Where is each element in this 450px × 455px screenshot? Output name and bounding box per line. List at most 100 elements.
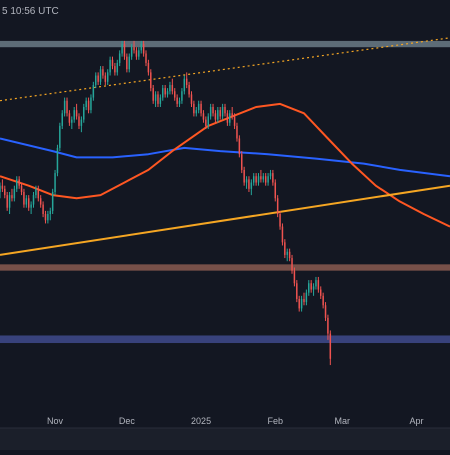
candle: [296, 280, 298, 303]
candle: [6, 191, 8, 211]
candle: [111, 56, 114, 70]
candle: [288, 248, 291, 262]
candle-body: [135, 50, 138, 57]
candle: [145, 50, 147, 67]
candle-body: [94, 75, 97, 85]
candle: [25, 195, 28, 208]
candle: [264, 173, 267, 186]
candle-body: [171, 84, 174, 92]
candle-body: [85, 100, 87, 107]
candle: [178, 97, 181, 107]
candle: [159, 94, 162, 107]
candle-body: [32, 195, 35, 205]
candle-body: [83, 107, 85, 120]
candle-body: [39, 198, 42, 205]
candle-body: [243, 169, 245, 183]
candle-body: [104, 75, 107, 82]
candle: [133, 40, 135, 54]
candle-body: [16, 179, 18, 189]
candle-body: [6, 195, 8, 208]
candle-body: [310, 283, 312, 290]
candle-body: [312, 286, 315, 290]
candle: [32, 191, 35, 208]
candle-body: [0, 185, 1, 192]
x-tick-label: Nov: [47, 416, 64, 426]
candle: [286, 248, 288, 262]
candle: [241, 151, 243, 174]
x-tick-label: Feb: [268, 416, 284, 426]
candle-body: [23, 191, 25, 205]
candle-body: [142, 44, 145, 54]
candle-body: [13, 188, 16, 199]
candle: [49, 207, 52, 221]
candle-body: [183, 78, 186, 92]
candle: [173, 88, 176, 101]
candle-body: [150, 72, 152, 89]
candle-body: [44, 214, 47, 221]
candle: [59, 122, 61, 152]
candle: [16, 176, 18, 192]
candle-body: [205, 119, 207, 126]
candle: [147, 59, 150, 76]
candle-body: [140, 44, 142, 51]
candle-body: [202, 113, 205, 120]
candle-body: [255, 176, 257, 183]
candle-body: [56, 147, 59, 174]
candle-body: [147, 62, 150, 73]
candle-body: [217, 110, 219, 120]
candle: [138, 47, 140, 60]
candle: [217, 107, 219, 123]
candle-body: [300, 298, 303, 309]
candle-body: [327, 317, 329, 334]
candle: [300, 295, 303, 312]
candle: [35, 185, 37, 199]
candle-body: [188, 84, 190, 95]
candle-body: [219, 110, 221, 117]
candle-body: [257, 176, 260, 183]
candle-body: [4, 188, 6, 196]
candle-body: [138, 50, 140, 57]
candle-body: [49, 210, 52, 214]
candle: [0, 182, 1, 199]
candle-body: [130, 47, 133, 57]
candle: [312, 283, 315, 296]
candle-body: [272, 173, 274, 183]
candle-body: [18, 179, 20, 186]
candle: [90, 94, 92, 114]
candle: [39, 195, 42, 208]
candle: [310, 280, 312, 293]
candle-body: [116, 62, 119, 73]
header-timestamp: 5 10:56 UTC: [2, 6, 59, 17]
candle-body: [286, 251, 288, 255]
candle: [221, 103, 224, 120]
candle: [279, 210, 281, 230]
candle-body: [80, 119, 83, 126]
candle: [75, 103, 78, 120]
candle-body: [37, 188, 40, 199]
x-tick-label: Dec: [119, 416, 136, 426]
zones-layer: [0, 40, 450, 344]
lower-support-zone: [0, 335, 450, 344]
candle-body: [284, 242, 286, 255]
candle: [205, 116, 207, 130]
candle-body: [173, 91, 176, 98]
candle: [322, 292, 324, 309]
candle-body: [87, 100, 90, 111]
candle: [8, 191, 11, 214]
candle: [80, 116, 83, 133]
candle-body: [250, 182, 253, 189]
candle: [114, 62, 116, 76]
candle: [171, 78, 174, 95]
candle: [197, 100, 200, 114]
candle-body: [214, 113, 217, 120]
candle: [298, 295, 300, 312]
candle: [214, 110, 217, 123]
x-tick-label: 2025: [191, 416, 211, 426]
candle: [260, 169, 262, 183]
candle: [315, 276, 317, 290]
candle: [78, 113, 80, 130]
candle-body: [224, 107, 226, 114]
